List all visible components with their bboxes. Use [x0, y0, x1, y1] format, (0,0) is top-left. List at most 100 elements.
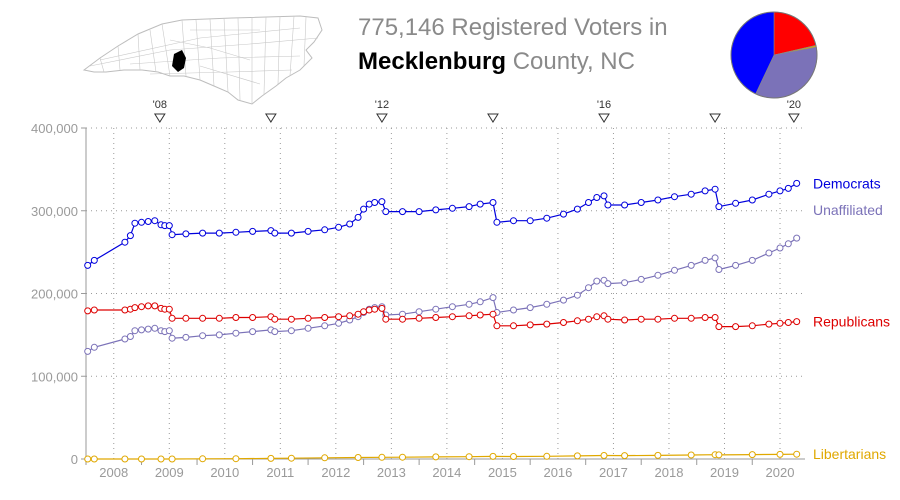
data-point-democrats	[354, 213, 362, 221]
data-point-republicans	[489, 310, 497, 318]
data-point-democrats	[271, 229, 279, 237]
data-point-democrats	[371, 199, 379, 206]
data-point-democrats	[335, 223, 343, 231]
data-point-libertarians	[121, 455, 129, 463]
data-point-democrats	[476, 200, 484, 208]
pie-outline	[730, 11, 818, 99]
data-point-democrats	[573, 205, 581, 213]
data-point-libertarians	[199, 455, 207, 463]
x-tick-label: 2012	[321, 465, 350, 480]
data-point-unaffiliated	[711, 254, 719, 262]
data-point-republicans	[131, 304, 139, 312]
nc-state-outline	[82, 15, 323, 105]
data-point-unaffiliated	[90, 343, 98, 351]
data-point-democrats	[732, 199, 740, 207]
data-point-republicans	[701, 314, 709, 321]
data-point-unaffiliated	[138, 326, 145, 334]
data-point-democrats	[600, 192, 608, 200]
data-point-republicans	[378, 304, 386, 312]
data-point-republicans	[654, 315, 662, 323]
data-point-republicans	[593, 313, 601, 321]
data-point-republicans	[232, 314, 240, 321]
data-point-unaffiliated	[732, 261, 740, 269]
x-tick-label: 2014	[432, 465, 461, 480]
data-point-democrats	[585, 199, 592, 206]
data-point-unaffiliated	[573, 291, 581, 299]
data-point-republicans	[585, 315, 592, 323]
y-tick-label: 0	[71, 452, 78, 467]
data-point-unaffiliated	[510, 306, 517, 314]
data-point-democrats	[701, 187, 709, 195]
data-point-unaffiliated	[793, 234, 801, 242]
data-point-republicans	[335, 313, 343, 321]
data-point-unaffiliated	[199, 332, 207, 340]
data-point-unaffiliated	[249, 328, 257, 336]
county-suffix: County, NC	[506, 48, 635, 75]
data-point-democrats	[765, 190, 773, 198]
data-point-democrats	[604, 201, 612, 209]
x-tick-label: 2011	[266, 465, 294, 480]
data-point-democrats	[249, 227, 257, 235]
page-title-line1: 775,146 Registered Voters in	[358, 14, 668, 41]
data-point-unaffiliated	[432, 305, 440, 313]
x-tick-label: 2010	[210, 465, 239, 480]
county-name: Mecklenburg	[358, 48, 506, 75]
data-point-libertarians	[157, 455, 165, 463]
data-point-unaffiliated	[144, 325, 152, 333]
data-point-republicans	[671, 314, 678, 322]
series-label-democrats: Democrats	[813, 175, 881, 191]
data-point-republicans	[371, 305, 379, 313]
data-point-libertarians	[621, 452, 629, 460]
data-point-republicans	[182, 314, 190, 322]
data-point-unaffiliated	[415, 308, 423, 316]
data-point-democrats	[711, 185, 719, 193]
election-marker-triangle	[598, 113, 610, 123]
data-point-libertarians	[776, 450, 784, 458]
data-point-unaffiliated	[476, 298, 484, 306]
data-point-republicans	[215, 314, 223, 322]
data-point-unaffiliated	[637, 275, 645, 283]
data-point-democrats	[432, 206, 440, 214]
data-point-republicans	[165, 305, 173, 313]
data-point-libertarians	[543, 452, 551, 460]
data-point-democrats	[215, 229, 223, 237]
data-point-democrats	[715, 203, 723, 211]
data-point-democrats	[126, 232, 134, 240]
chart-axes: 0 100,000 200,000 300,000 400,000 2008 2009 201…	[31, 121, 805, 480]
data-point-unaffiliated	[593, 277, 601, 285]
series-line-unaffiliated	[87, 237, 798, 352]
data-point-republicans	[346, 312, 354, 320]
data-point-republicans	[151, 302, 159, 310]
data-point-unaffiliated	[701, 256, 709, 264]
data-point-democrats	[671, 193, 678, 201]
series-label-republicans: Republicans	[813, 314, 890, 330]
data-point-libertarians	[287, 454, 295, 462]
data-point-republicans	[560, 319, 567, 326]
data-point-democrats	[165, 222, 173, 230]
data-point-libertarians	[489, 452, 497, 460]
data-point-unaffiliated	[560, 296, 567, 304]
mecklenburg-highlight	[172, 50, 186, 72]
data-point-unaffiliated	[776, 244, 784, 252]
page-title-line2: Mecklenburg County, NC	[358, 48, 635, 75]
voter-count: 775,146	[358, 14, 445, 41]
nc-map	[82, 15, 323, 105]
data-point-republicans	[399, 315, 406, 323]
data-point-unaffiliated	[84, 347, 92, 355]
data-point-democrats	[493, 218, 501, 226]
data-point-unaffiliated	[287, 327, 295, 335]
data-point-unaffiliated	[465, 300, 473, 308]
data-point-libertarians	[748, 451, 756, 459]
data-point-democrats	[593, 194, 601, 201]
data-point-republicans	[144, 302, 152, 310]
data-point-republicans	[765, 320, 773, 328]
data-point-unaffiliated	[126, 333, 134, 340]
election-year-label: '12	[375, 99, 389, 111]
data-point-libertarians	[510, 453, 517, 460]
series-label-unaffiliated: Unaffiliated	[813, 202, 883, 218]
series-labels: Democrats Unaffiliated Republicans Libertar…	[813, 175, 890, 462]
data-point-democrats	[415, 208, 423, 216]
data-point-libertarians	[138, 455, 145, 463]
data-point-libertarians	[465, 453, 473, 461]
data-point-democrats	[138, 218, 145, 226]
